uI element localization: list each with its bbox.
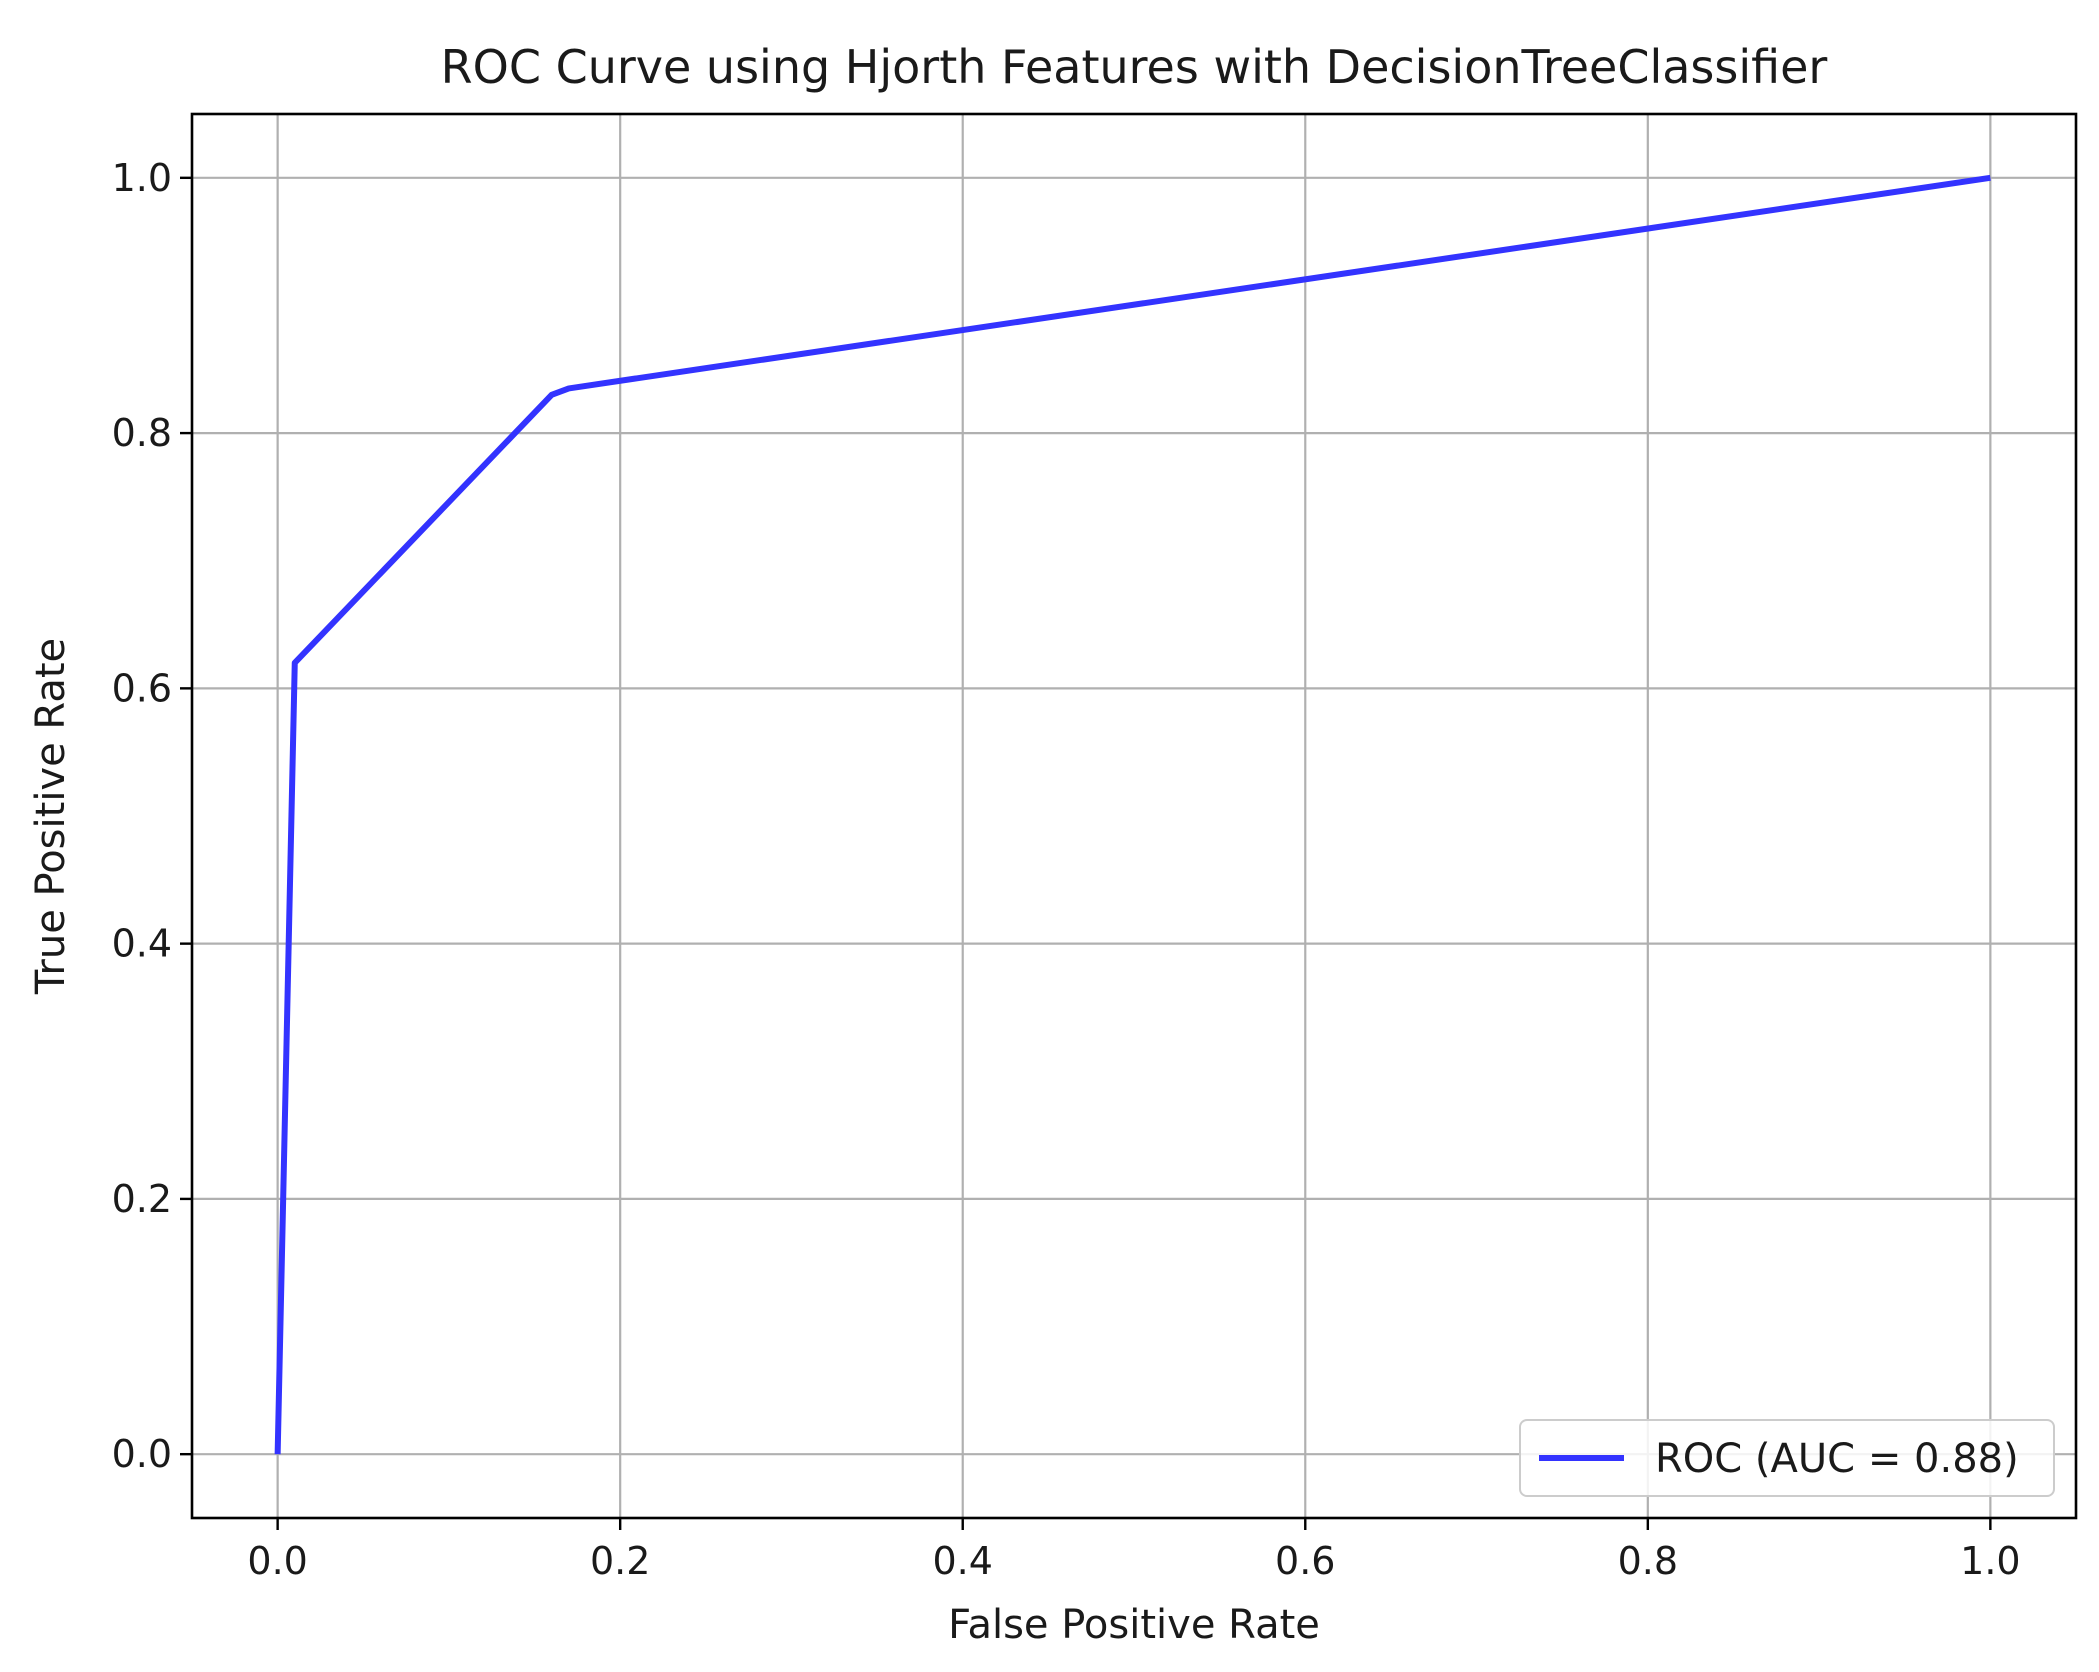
x-axis-label: False Positive Rate [948, 1602, 1320, 1648]
chart-title: ROC Curve using Hjorth Features with Dec… [441, 40, 1828, 94]
y-tick-label: 1.0 [112, 156, 172, 200]
y-tick-label: 0.4 [112, 922, 172, 966]
x-axis-ticks: 0.0 0.2 0.4 0.6 0.8 1.0 [247, 1518, 2021, 1583]
plot-frame [190, 112, 2078, 1520]
x-tick-label: 0.0 [247, 1539, 307, 1583]
legend-entry-label: ROC (AUC = 0.88) [1655, 1436, 2019, 1482]
x-tick-label: 0.4 [933, 1539, 993, 1583]
x-tick-label: 0.8 [1618, 1539, 1678, 1583]
x-tick-label: 1.0 [1960, 1539, 2020, 1583]
legend-box [1519, 1419, 2055, 1497]
series-layer [274, 174, 1991, 1455]
x-tick-label: 0.6 [1275, 1539, 1335, 1583]
x-tick-label: 0.2 [590, 1539, 650, 1583]
y-axis-label: True Positive Rate [28, 638, 74, 995]
legend: ROC (AUC = 0.88) [1519, 1419, 2055, 1497]
roc-curve-line [274, 174, 1991, 1455]
y-tick-label: 0.2 [112, 1177, 172, 1221]
y-tick-label: 0.6 [112, 666, 172, 710]
y-tick-label: 0.0 [112, 1432, 172, 1476]
y-tick-label: 0.8 [112, 411, 172, 455]
y-axis-ticks: 0.0 0.2 0.4 0.6 0.8 1.0 [112, 156, 192, 1476]
grid [192, 114, 2076, 1518]
